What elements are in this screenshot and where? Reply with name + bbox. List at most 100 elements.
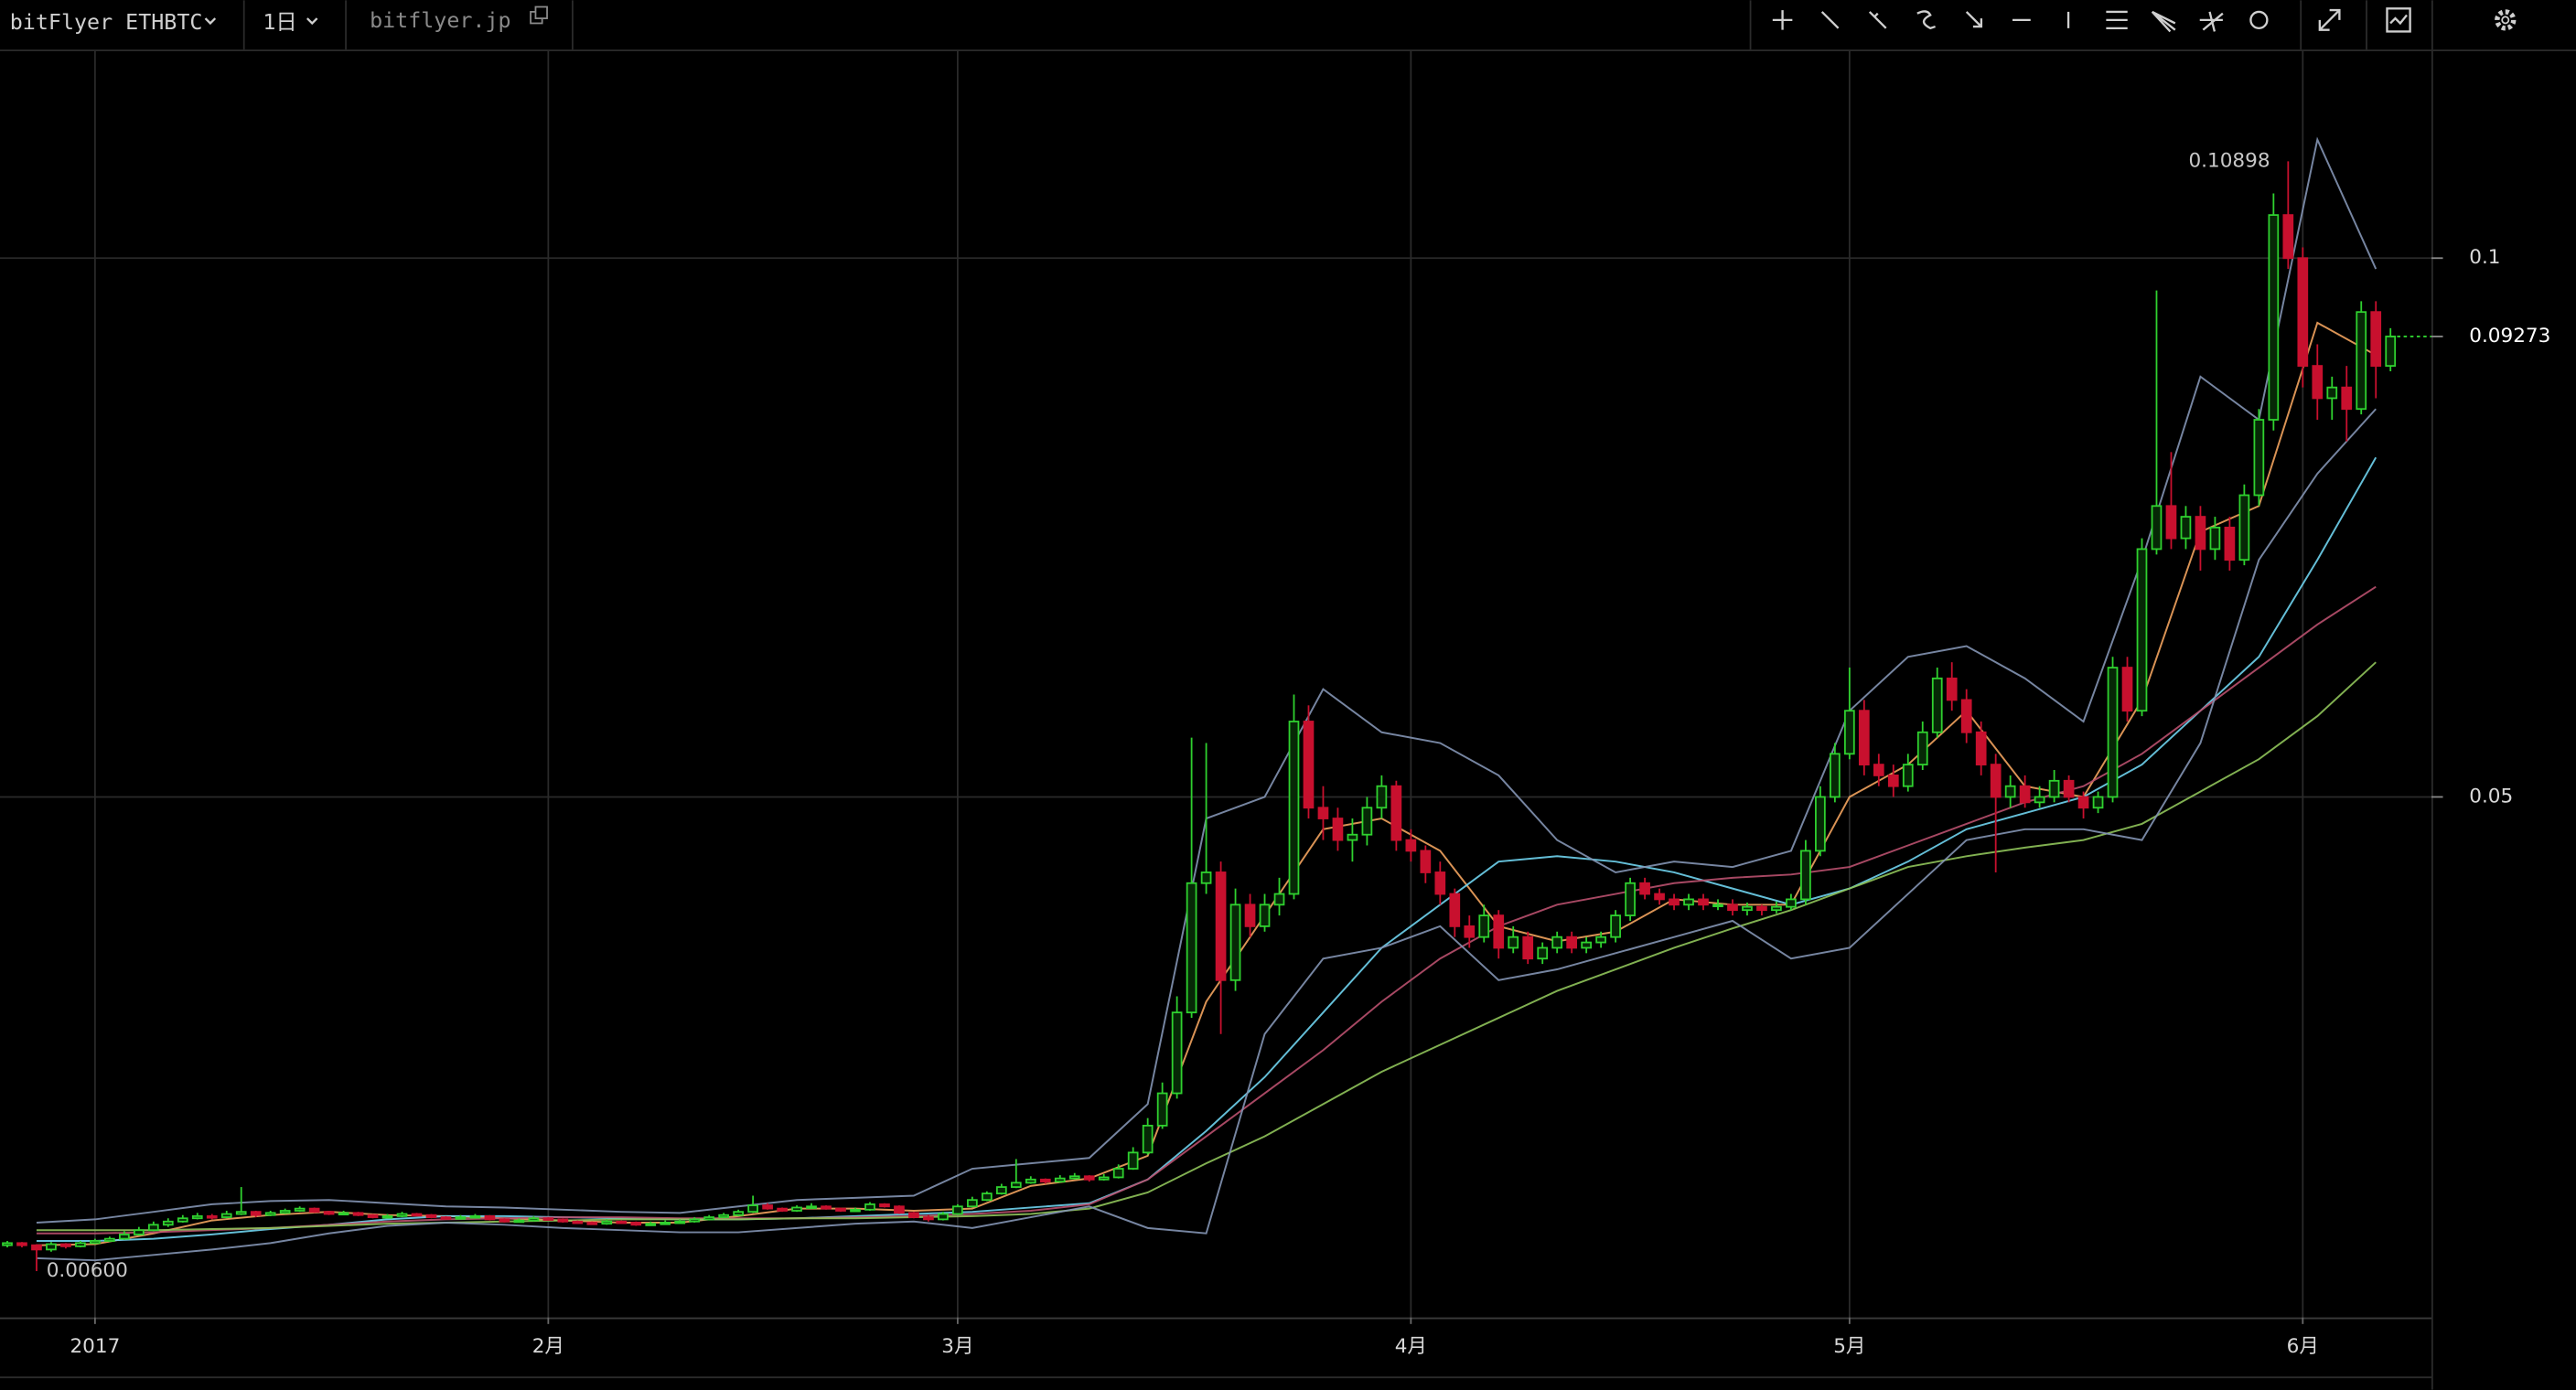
- last-price-label: 0.09273: [2469, 325, 2550, 348]
- tool-icon[interactable]: [1965, 11, 1983, 28]
- tool-icon[interactable]: [1820, 11, 1840, 29]
- max-annotation: 0.10898: [2188, 149, 2270, 172]
- candle-body: [1858, 710, 1870, 766]
- tool-icon[interactable]: [2151, 10, 2176, 33]
- tool-icon: [2389, 14, 2408, 26]
- gear-icon[interactable]: [2495, 9, 2517, 31]
- fan-tool[interactable]: [2151, 10, 2176, 33]
- arrow-tool[interactable]: [1965, 11, 1983, 28]
- trendline-tool[interactable]: [1820, 11, 1840, 29]
- candle-body: [1025, 1178, 1036, 1184]
- candle-body: [90, 1240, 101, 1245]
- candle-body: [133, 1229, 145, 1235]
- candle-body: [894, 1205, 905, 1214]
- dropdown-chevron: [204, 17, 217, 26]
- candle-body: [1054, 1177, 1066, 1183]
- candle-body: [1405, 839, 1417, 852]
- candle-body: [1361, 807, 1373, 836]
- candle-body: [2107, 667, 2119, 798]
- candle-body: [1478, 914, 1490, 938]
- candle-body: [2136, 548, 2148, 712]
- tool-icon[interactable]: [2106, 10, 2128, 30]
- candle-body: [1332, 818, 1344, 841]
- candle-body: [938, 1213, 949, 1221]
- tool-icon[interactable]: [2318, 8, 2341, 31]
- curve-tool[interactable]: [1916, 10, 1936, 30]
- x-tick-label: 2017: [70, 1335, 120, 1358]
- candle-body: [689, 1218, 701, 1223]
- candle-body: [601, 1220, 613, 1225]
- candle-body: [279, 1210, 291, 1214]
- candle-body: [1156, 1092, 1168, 1127]
- candle-body: [2268, 214, 2280, 421]
- candle-body: [528, 1217, 540, 1222]
- candle-body: [1259, 904, 1271, 927]
- tool-icon[interactable]: [1916, 10, 1936, 30]
- fullscreen-button[interactable]: [2318, 8, 2341, 31]
- candle-body: [2209, 526, 2221, 551]
- symbol-selector[interactable]: bitFlyer ETHBTC: [10, 9, 217, 35]
- candle-body: [1742, 905, 1753, 912]
- interval-selector[interactable]: 1日: [263, 9, 318, 35]
- candle-body: [104, 1237, 115, 1242]
- candle-body: [1727, 904, 1738, 912]
- candle-body: [513, 1219, 525, 1224]
- candle-body: [777, 1207, 788, 1212]
- candle-body: [1595, 936, 1606, 944]
- candle-body: [469, 1214, 481, 1219]
- candle-body: [235, 1211, 247, 1215]
- candle-body: [1390, 785, 1402, 841]
- candle-body: [1916, 731, 1928, 766]
- candle-body: [2326, 386, 2338, 400]
- candle-body: [952, 1205, 963, 1215]
- candle-body: [718, 1214, 730, 1218]
- tool-icon[interactable]: [1772, 10, 1793, 30]
- candle-body: [1887, 775, 1899, 787]
- y-tick-label: 0.05: [2469, 785, 2513, 807]
- fib-tool[interactable]: [2199, 11, 2224, 32]
- tool-icon[interactable]: [2386, 7, 2411, 33]
- x-tick-label: 4月: [1395, 1335, 1427, 1358]
- candle-body: [747, 1204, 758, 1214]
- tool-icon[interactable]: [2199, 11, 2224, 32]
- candle-body: [1960, 699, 1972, 733]
- symbol-label[interactable]: bitFlyer ETHBTC: [10, 9, 203, 35]
- overlay-line: [36, 585, 2377, 1235]
- crosshair-tool[interactable]: [1772, 10, 1793, 30]
- candle-body: [75, 1242, 86, 1247]
- candle-body: [177, 1217, 188, 1223]
- candle-body: [1566, 936, 1578, 949]
- candle-body: [1975, 731, 1987, 766]
- candle-body: [2297, 257, 2309, 367]
- tool-icon[interactable]: [1868, 11, 1887, 29]
- circle-tool[interactable]: [2249, 10, 2269, 30]
- link-label[interactable]: bitflyer.jp: [370, 7, 511, 33]
- channel-tool[interactable]: [2106, 10, 2128, 30]
- candle-body: [1610, 914, 1621, 938]
- candle-body: [16, 1242, 27, 1246]
- candle-body: [1698, 898, 1709, 906]
- indicator-button[interactable]: [2386, 7, 2411, 33]
- candle-body: [250, 1211, 262, 1216]
- y-tick-label: 0.1: [2469, 246, 2500, 269]
- candle-body: [1288, 721, 1300, 895]
- candle-body: [2121, 667, 2133, 712]
- candle-body: [1186, 882, 1197, 1014]
- candle-body: [455, 1216, 467, 1220]
- candle-body: [791, 1206, 802, 1212]
- candle-body: [850, 1208, 861, 1213]
- candle-body: [1215, 871, 1227, 981]
- settings-button[interactable]: [2495, 9, 2517, 31]
- ray-tool[interactable]: [1868, 11, 1887, 29]
- external-link[interactable]: bitflyer.jp: [370, 5, 548, 34]
- candle-body: [733, 1211, 744, 1216]
- candle-body: [542, 1217, 554, 1221]
- candle-body: [162, 1220, 174, 1226]
- candle-body: [2092, 796, 2104, 809]
- tool-icon[interactable]: [2249, 10, 2269, 30]
- candle-body: [60, 1243, 71, 1247]
- candle-body: [1083, 1175, 1095, 1181]
- candle-body: [323, 1211, 335, 1215]
- interval-label[interactable]: 1日: [263, 9, 296, 35]
